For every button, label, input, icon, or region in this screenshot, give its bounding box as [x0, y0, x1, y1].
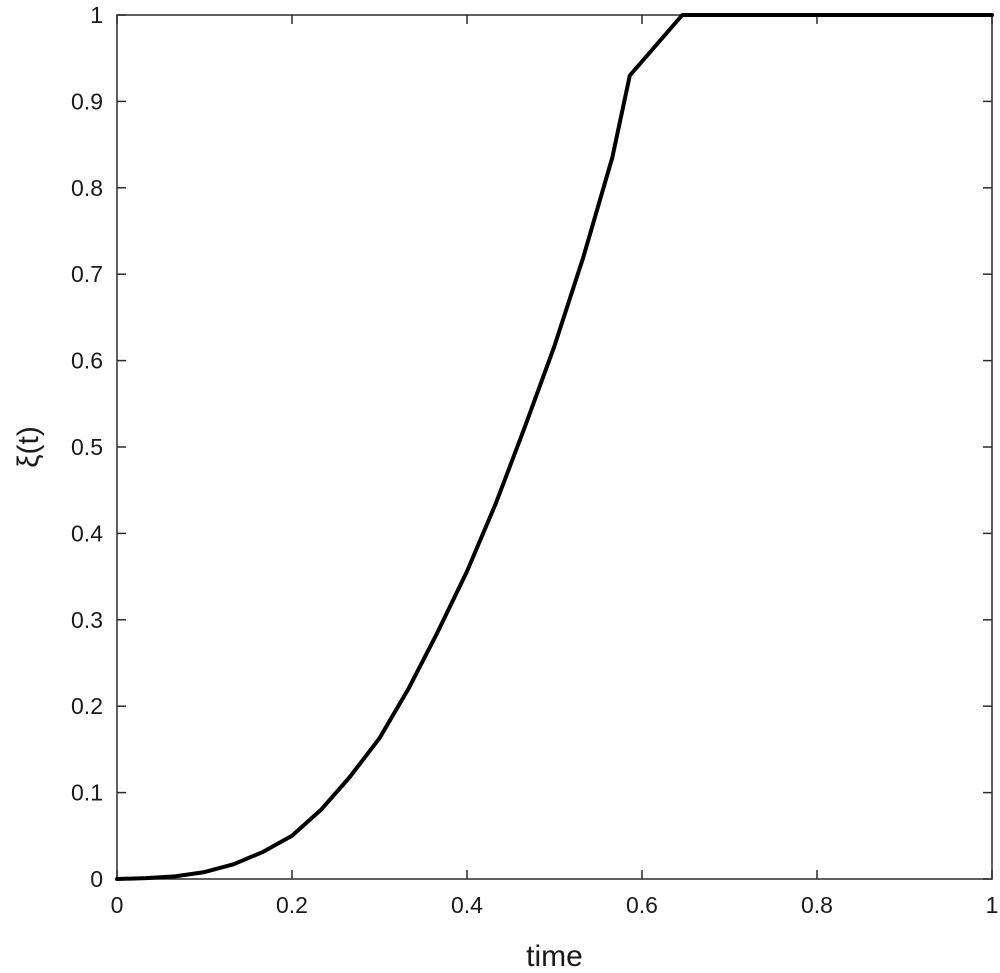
y-axis-label: ξ(t): [12, 426, 45, 468]
y-tick-label: 0.4: [71, 520, 103, 546]
y-tick-label: 0.5: [71, 434, 103, 460]
y-tick-label: 0.1: [71, 780, 103, 806]
x-axis-tick-labels: 0 0.2 0.4 0.6 0.8 1: [111, 892, 999, 918]
series-line: [115, 13, 994, 881]
x-tick-label: 0.2: [276, 892, 308, 918]
x-tick-label: 0: [111, 892, 124, 918]
y-tick-label: 0.7: [71, 261, 103, 287]
y-tick-label: 0: [90, 866, 103, 892]
y-tick-label: 1: [90, 2, 103, 28]
x-axis-label: time: [526, 940, 583, 973]
plot-frame: [116, 14, 993, 880]
y-tick-label: 0.2: [71, 693, 103, 719]
y-tick-label: 0.9: [71, 88, 103, 114]
x-tick-label: 1: [986, 892, 999, 918]
y-tick-label: 0.6: [71, 348, 103, 374]
plot-area: [115, 13, 994, 881]
y-axis-tick-labels: 0 0.1 0.2 0.3 0.4 0.5 0.6 0.7 0.8 0.9 1: [71, 2, 103, 892]
x-tick-label: 0.8: [801, 892, 833, 918]
x-tick-label: 0.6: [626, 892, 658, 918]
x-tick-label: 0.4: [451, 892, 483, 918]
y-tick-label: 0.8: [71, 175, 103, 201]
y-tick-label: 0.3: [71, 607, 103, 633]
